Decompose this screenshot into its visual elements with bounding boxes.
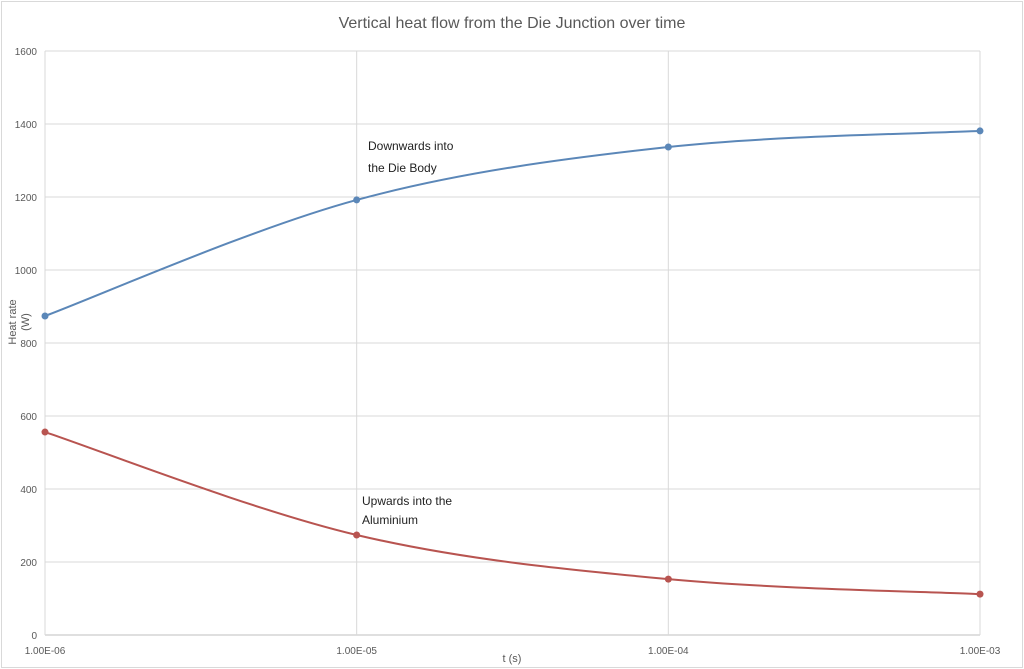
y-axis-label-line2: (W) [20, 313, 32, 331]
y-tick-label: 1000 [15, 266, 38, 277]
axis-ticks: 0 200 400 600 800 1000 1200 1400 1600 1.00E-06 1.0… [15, 47, 1001, 657]
y-axis-label-line1: Heat rate [7, 299, 19, 344]
y-tick-label: 1400 [15, 120, 38, 131]
data-point [353, 196, 361, 204]
data-point [976, 127, 984, 135]
x-tick-label: 1.00E-06 [25, 646, 66, 657]
data-point [41, 428, 49, 436]
gridlines [44, 50, 981, 636]
chart-title: Vertical heat flow from the Die Junction… [339, 15, 686, 32]
series-annotation: the Die Body [368, 161, 437, 175]
series-line [44, 431, 981, 596]
series-annotation: Downwards into [368, 139, 454, 153]
y-tick-label: 1200 [15, 193, 38, 204]
y-tick-label: 800 [20, 339, 37, 350]
y-tick-label: 0 [31, 631, 37, 642]
y-tick-label: 1600 [15, 47, 38, 58]
series-line [44, 129, 981, 317]
data-point [664, 575, 672, 583]
data-point [976, 590, 984, 598]
data-point [41, 312, 49, 320]
x-tick-label: 1.00E-04 [648, 646, 689, 657]
x-tick-label: 1.00E-05 [336, 646, 377, 657]
y-tick-label: 200 [20, 558, 37, 569]
y-tick-label: 600 [20, 412, 37, 423]
series-annotation: Aluminium [362, 513, 418, 527]
annotations: Downwards into the Die Body Upwards into t… [362, 139, 454, 527]
y-tick-label: 400 [20, 485, 37, 496]
series-annotation: Upwards into the [362, 494, 452, 508]
x-axis-label: t (s) [503, 653, 522, 665]
x-tick-label: 1.00E-03 [960, 646, 1001, 657]
series-group [41, 127, 984, 598]
data-point [353, 531, 361, 539]
data-point [664, 143, 672, 151]
